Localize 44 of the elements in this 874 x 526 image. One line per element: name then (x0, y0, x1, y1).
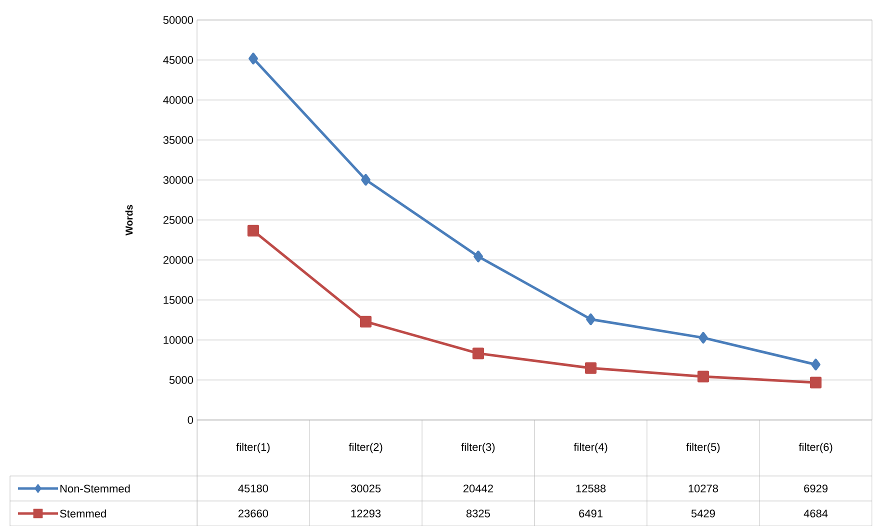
y-tick-label: 5000 (169, 376, 194, 384)
data-label: 6929 (804, 484, 828, 492)
y-tick-label: 15000 (164, 296, 194, 304)
data-label: 4684 (804, 510, 828, 518)
data-label: 30025 (350, 484, 381, 492)
point (247, 224, 260, 236)
data-label: 10278 (688, 484, 718, 492)
x-tick-label: filter(1) (236, 442, 270, 454)
x-tick-label: filter(4) (574, 442, 608, 454)
data-label: 5429 (691, 510, 715, 518)
y-tick-label: 30000 (163, 176, 194, 184)
point (361, 174, 370, 186)
y-tick-label: 25000 (163, 216, 194, 224)
data-label: 6491 (579, 510, 603, 518)
legend-label: Non-Stemmed (60, 484, 130, 492)
point (474, 250, 483, 262)
data-label: 45180 (238, 484, 268, 492)
y-tick-label: 20000 (163, 256, 194, 264)
point (248, 52, 258, 64)
data-label: 20442 (463, 484, 493, 492)
point (698, 332, 708, 344)
y-axis-title: Words (125, 204, 133, 236)
y-tick-label: 45000 (163, 56, 194, 64)
y-tick-label: 10000 (164, 336, 194, 344)
y-tick-label: 35000 (163, 136, 194, 144)
data-label: 12588 (576, 484, 606, 492)
point (584, 362, 597, 374)
data-label: 23660 (238, 510, 268, 518)
point (697, 370, 710, 382)
data-label: 8325 (466, 510, 490, 518)
x-tick-label: filter(3) (461, 442, 495, 454)
point (586, 313, 596, 325)
point (810, 376, 822, 388)
point (360, 316, 372, 328)
point (811, 358, 820, 370)
x-tick-label: filter(5) (686, 442, 720, 454)
x-tick-label: filter(2) (348, 442, 382, 454)
y-tick-label: 50000 (163, 16, 194, 24)
y-tick-label: 40000 (163, 96, 194, 104)
y-tick-label: 0 (188, 416, 194, 424)
legend-label: Stemmed (60, 509, 106, 518)
data-label: 12293 (351, 510, 381, 518)
point (472, 347, 484, 360)
x-tick-label: filter(6) (798, 442, 832, 454)
